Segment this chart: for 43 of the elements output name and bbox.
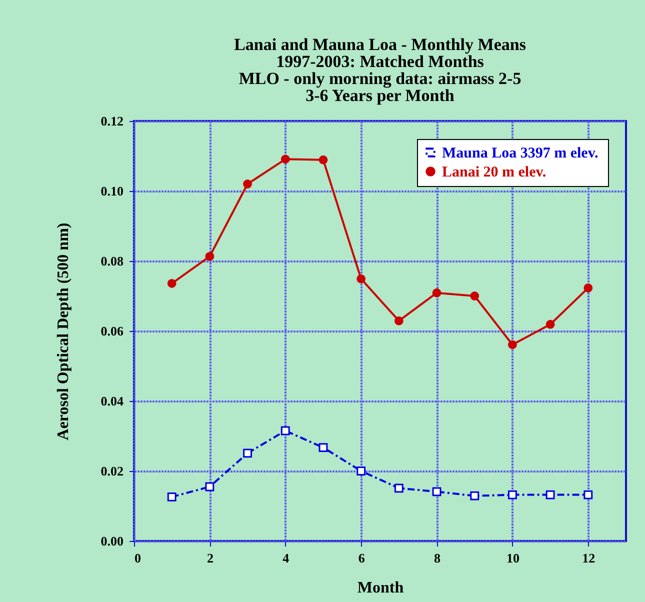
y-tick-label: 0.04 (100, 394, 124, 408)
chart-title: Lanai and Mauna Loa - Monthly Means 1997-2003: Matched Months MLO - only morning data: airmass 2-5 3-6 Years per Month (234, 35, 526, 105)
point (394, 484, 404, 493)
y-tick-label: 0.00 (100, 534, 124, 548)
point (584, 284, 593, 292)
point (318, 155, 328, 164)
point (280, 426, 290, 436)
point (167, 492, 176, 502)
point (584, 490, 593, 500)
point (205, 252, 214, 261)
x-axis-title: Month (357, 580, 404, 596)
point (432, 487, 442, 496)
legend-label: Mauna Loa 3397 m elev. (442, 146, 598, 162)
point (546, 320, 555, 329)
point (243, 448, 252, 458)
point (356, 274, 366, 284)
x-tick-label: 6 (358, 550, 366, 566)
y-tick-label: 0.10 (100, 184, 124, 198)
x-tick-label: 2 (206, 550, 214, 566)
point (470, 292, 480, 300)
point (167, 278, 176, 288)
point (432, 288, 442, 298)
point (546, 490, 555, 500)
x-tick-label: 4 (282, 550, 290, 566)
legend-label: Lanai 20 m elev. (442, 164, 546, 180)
x-tick-label: 0 (134, 550, 141, 566)
x-tick-label: 12 (582, 550, 596, 566)
point (470, 491, 480, 500)
x-tick-label: 8 (434, 550, 442, 566)
y-axis-title: Aerosol Optical Depth (500 nm) (54, 222, 72, 440)
y-tick-label: 0.02 (100, 464, 124, 478)
point (243, 180, 252, 188)
point (508, 490, 517, 500)
y-tick-label: 0.06 (100, 324, 124, 338)
y-tick-label: 0.08 (100, 254, 124, 268)
x-tick-label: 10 (506, 550, 520, 566)
point (508, 340, 517, 350)
point (280, 154, 290, 164)
point (205, 482, 214, 492)
point (318, 443, 328, 452)
y-tick-label: 0.12 (100, 114, 124, 128)
point (356, 466, 366, 476)
point (394, 316, 404, 326)
